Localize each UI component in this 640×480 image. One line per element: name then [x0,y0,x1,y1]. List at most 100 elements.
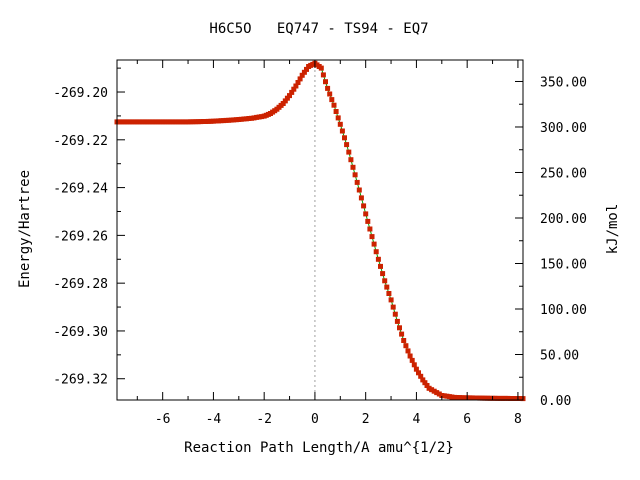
data-point [467,395,473,401]
data-point [346,149,352,155]
data-point [162,119,168,125]
y2-tick-label: 50.00 [540,348,579,363]
data-point [150,119,155,125]
data-point [363,211,369,217]
y-axis-right: 0.00 50.00 100.00 150.00 200.00 250.00 300.00 3… [515,75,587,409]
y2-tick-label: 0.00 [540,394,571,409]
data-point [416,370,421,376]
data-point [157,119,163,125]
y-axis-left: -269.20 -269.22 -269.24 -269.26 -269.28 -269.… [53,67,125,388]
data-point [124,119,130,125]
data-point [371,241,377,247]
y-tick-label: -269.30 [53,325,108,340]
data-point [337,121,343,127]
data-point [405,348,411,354]
data-point [295,80,301,85]
data-point [365,218,371,224]
data-point [474,395,480,401]
data-point [422,380,428,386]
data-point [348,157,354,163]
y2-tick-label: 200.00 [540,212,587,227]
x-tick-label: 2 [362,412,370,427]
data-point [137,119,143,125]
x-tick-label: 0 [311,412,319,427]
data-point [251,115,257,121]
data-point [304,66,309,72]
data-point [301,69,307,75]
data-point [441,393,447,399]
data-point [318,65,324,71]
data-point [223,117,229,123]
data-point [350,164,356,170]
data-point [284,95,290,101]
data-point [287,93,292,99]
data-point [210,118,216,124]
data-point [399,331,405,337]
data-point [342,135,347,141]
data-point [299,72,305,78]
data-point [378,263,383,269]
data-point [403,343,409,349]
data-point [375,256,381,262]
x-axis-label: Reaction Path Length/A amu^{1/2} [184,440,454,456]
data-point [297,76,303,82]
data-point [424,383,430,388]
data-point [129,119,135,125]
data-point [382,278,388,284]
data-point [369,234,375,240]
plot-frame [116,59,524,401]
y2-tick-label: 150.00 [540,257,587,272]
chart-title: H6C5O EQ747 - TS94 - EQ7 [209,21,428,37]
x-tick-label: -2 [256,412,272,427]
y-axis-label: Energy/Hartree [17,170,33,288]
data-point [282,98,288,104]
data-point [420,377,426,383]
data-point [373,249,379,255]
data-point [293,83,299,89]
x-tick-label: -4 [206,412,222,427]
data-point [434,390,440,396]
data-point [390,304,396,310]
data-point [454,395,460,400]
data-point [409,357,415,363]
data-point [411,362,417,368]
data-point [170,119,176,125]
x-tick-label: -6 [155,412,171,427]
data-point [352,172,358,178]
y2-tick-label: 350.00 [540,75,587,90]
data-point [495,395,501,401]
x-axis: -6 -4 -2 0 2 4 6 8 [136,60,522,427]
y-tick-label: -269.32 [53,373,108,388]
data-point [289,89,295,95]
series-line [117,62,524,400]
data-point [339,128,345,134]
data-point [231,117,237,123]
data-point [358,195,364,201]
data-point [380,271,386,277]
data-point [344,142,350,148]
y2-tick-label: 250.00 [540,166,587,181]
data-point [335,115,341,121]
data-point [367,226,373,232]
data-point [291,86,297,92]
data-point [238,116,244,122]
x-tick-label: 8 [514,412,522,427]
data-point [449,394,455,400]
y-tick-label: -269.20 [53,86,108,101]
x-tick-label: 6 [463,412,471,427]
data-point [487,395,493,401]
data-point [394,318,400,324]
data-point [401,338,407,343]
data-point [218,118,224,124]
data-point [259,114,265,120]
data-point [407,353,413,359]
x-tick-label: 4 [413,412,421,427]
y2-tick-label: 100.00 [540,303,587,318]
data-point [117,119,122,125]
data-point [246,116,252,121]
data-point [320,72,326,78]
y2-tick-label: 300.00 [540,121,587,136]
data-point [333,109,339,114]
data-point [354,179,360,185]
